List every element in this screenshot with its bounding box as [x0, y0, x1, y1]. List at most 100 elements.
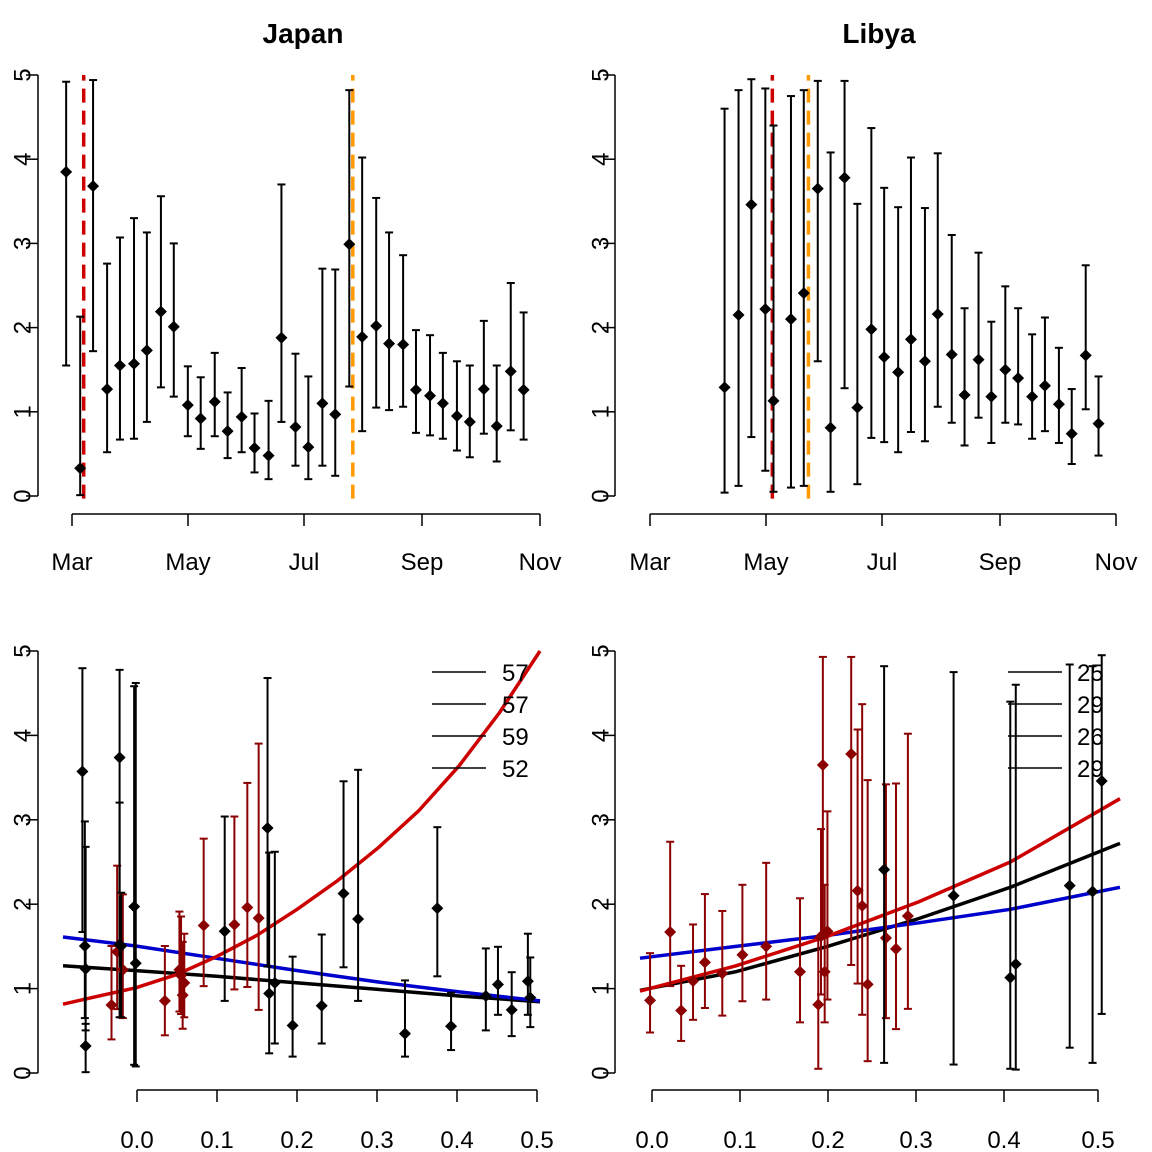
data-point: [745, 78, 758, 439]
data-point: [517, 311, 530, 441]
point-marker: [999, 363, 1012, 376]
point-marker: [316, 397, 329, 410]
point-marker: [821, 925, 834, 938]
data-point: [845, 655, 858, 966]
point-marker: [1052, 398, 1065, 411]
data-point: [947, 671, 960, 1066]
data-point: [397, 254, 410, 408]
point-marker: [268, 976, 281, 989]
point-marker: [178, 976, 191, 989]
data-point: [1079, 264, 1092, 411]
point-marker: [718, 381, 731, 394]
point-marker: [286, 1019, 299, 1032]
point-marker: [194, 412, 207, 425]
point-marker: [736, 948, 749, 961]
point-marker: [892, 366, 905, 379]
data-point: [197, 837, 210, 988]
point-marker: [60, 165, 73, 178]
point-marker: [241, 901, 254, 914]
y-tick-label: 3: [10, 237, 37, 250]
x-tick-label: 0.5: [1081, 1127, 1114, 1152]
point-marker: [248, 442, 261, 455]
point-marker: [904, 333, 917, 346]
data-point: [904, 156, 917, 434]
point-marker: [644, 994, 657, 1007]
legend-label: 57: [502, 692, 529, 719]
point-marker: [759, 303, 772, 316]
point-marker: [1009, 958, 1022, 971]
data-point: [945, 233, 958, 424]
y-tick-label: 5: [10, 68, 37, 81]
data-point: [851, 728, 864, 985]
point-marker: [140, 344, 153, 357]
data-point: [129, 681, 142, 1068]
data-point: [261, 677, 274, 968]
data-point: [1095, 654, 1108, 1015]
x-tick-label: 0.4: [440, 1127, 473, 1152]
data-point: [861, 779, 874, 1063]
data-point: [74, 315, 87, 497]
x-tick-label: Sep: [979, 549, 1022, 576]
data-point: [140, 231, 153, 423]
data-point: [490, 364, 503, 463]
data-point: [479, 947, 492, 1032]
data-point: [865, 127, 878, 439]
data-point: [824, 151, 837, 493]
y-tick-label: 3: [588, 813, 615, 826]
point-marker: [947, 889, 960, 902]
data-point: [958, 307, 971, 447]
point-marker: [383, 337, 396, 350]
point-marker: [491, 978, 504, 991]
data-point: [424, 334, 437, 437]
legend-label: 29: [1077, 756, 1104, 783]
data-point: [794, 897, 806, 1024]
point-marker: [275, 331, 288, 344]
data-point: [1065, 388, 1078, 466]
point-marker: [760, 940, 773, 953]
point-marker: [218, 925, 231, 938]
y-tick-label: 4: [588, 153, 615, 166]
y-tick-label: 3: [10, 813, 37, 826]
legend-label: 25: [1077, 660, 1104, 687]
point-marker: [524, 991, 537, 1004]
data-point: [252, 742, 265, 1011]
data-point: [1004, 700, 1017, 1070]
data-point: [275, 183, 288, 423]
point-marker: [101, 383, 114, 396]
legend-label: 59: [502, 724, 529, 751]
data-point: [221, 391, 234, 460]
data-point: [687, 923, 700, 1021]
x-tick-label: Nov: [1095, 549, 1138, 576]
chart-title: Libya: [842, 18, 916, 49]
data-point: [289, 352, 302, 467]
data-point: [79, 1022, 92, 1074]
data-point: [315, 933, 328, 1045]
data-point: [736, 883, 749, 1003]
point-marker: [918, 355, 931, 368]
data-point: [816, 655, 829, 939]
data-point: [1038, 316, 1051, 433]
data-point: [431, 826, 444, 978]
point-marker: [838, 171, 851, 184]
data-point: [675, 964, 688, 1042]
point-marker: [208, 395, 221, 408]
point-marker: [811, 182, 824, 195]
point-marker: [289, 420, 302, 433]
y-tick-label: 2: [588, 898, 615, 911]
point-marker: [79, 962, 92, 975]
point-marker: [1086, 885, 1099, 898]
point-marker: [675, 1004, 688, 1017]
y-tick-label: 4: [588, 729, 615, 742]
point-marker: [370, 319, 383, 332]
point-marker: [878, 863, 891, 876]
point-marker: [861, 978, 874, 991]
point-marker: [1004, 971, 1017, 984]
x-tick-label: May: [165, 549, 210, 576]
point-marker: [1012, 372, 1025, 385]
data-point: [370, 196, 383, 409]
data-point: [105, 944, 118, 1041]
point-marker: [931, 308, 944, 321]
data-point: [356, 156, 369, 433]
data-point: [352, 768, 365, 1002]
